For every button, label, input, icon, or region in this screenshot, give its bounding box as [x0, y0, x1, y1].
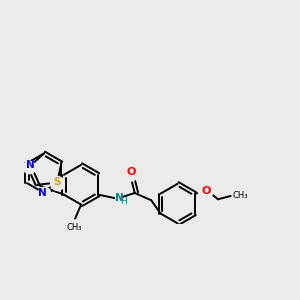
Text: N: N [115, 193, 124, 203]
Text: CH₃: CH₃ [66, 223, 82, 232]
Text: S: S [53, 177, 61, 187]
Text: H: H [120, 197, 127, 206]
Text: N: N [26, 160, 34, 170]
Text: O: O [202, 186, 211, 196]
Text: N: N [38, 188, 47, 198]
Text: CH₃: CH₃ [232, 191, 248, 200]
Text: O: O [127, 167, 136, 177]
